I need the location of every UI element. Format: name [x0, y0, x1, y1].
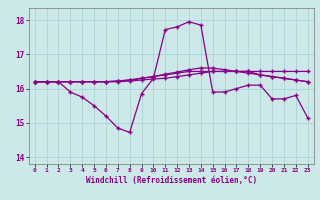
X-axis label: Windchill (Refroidissement éolien,°C): Windchill (Refroidissement éolien,°C)	[86, 176, 257, 185]
